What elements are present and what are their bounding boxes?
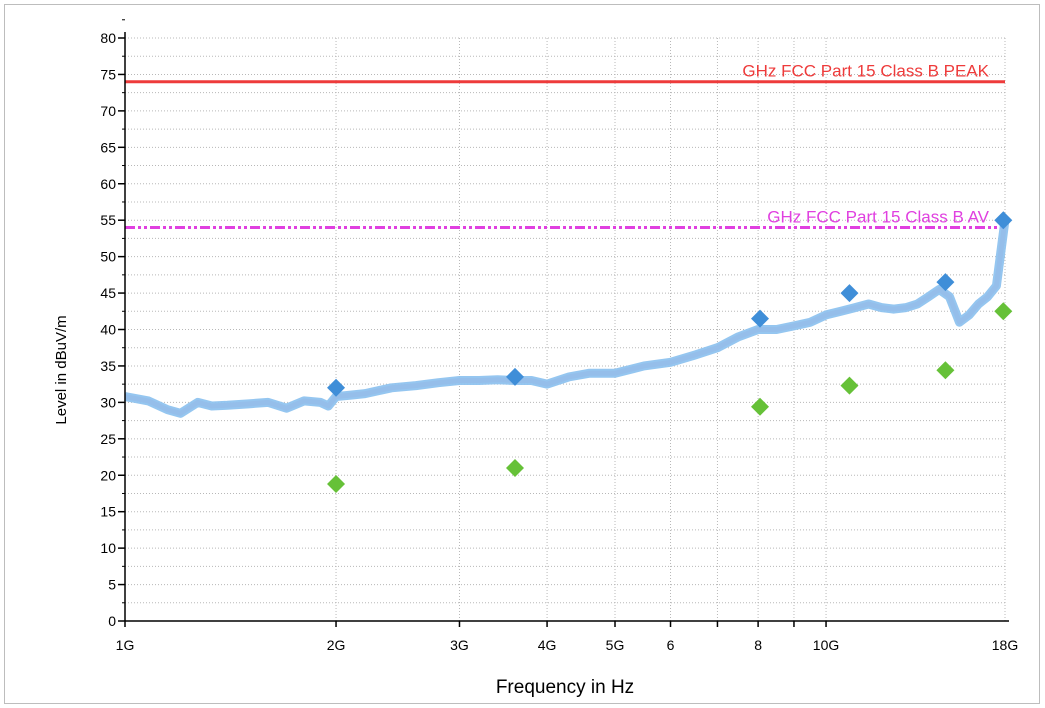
peak-marker (751, 309, 770, 328)
average-marker (936, 361, 955, 380)
x-tick-label: 4G (538, 637, 557, 653)
average-marker (751, 397, 770, 416)
y-tick-label: 65 (100, 139, 116, 155)
x-tick-label: 1G (116, 637, 135, 653)
limit-line-label: GHz FCC Part 15 Class B PEAK (742, 62, 989, 81)
limit-lines: GHz FCC Part 15 Class B PEAK GHz FCC Part… (125, 62, 1005, 229)
average-marker (994, 302, 1013, 321)
y-tick-label: 55 (100, 212, 116, 228)
limit-line-label: GHz FCC Part 15 Class B AV (767, 207, 989, 226)
y-tick-label: 80 (100, 30, 116, 46)
peak-marker (994, 211, 1013, 230)
y-tick-label: 40 (100, 322, 116, 338)
y-tick-label: 15 (100, 504, 116, 520)
y-tick-label: 25 (100, 431, 116, 447)
x-tick-label: 8 (754, 637, 762, 653)
axes: 0 5 10 15 20 25 30 35 40 45 50 55 60 65 70 75 80 1G 2G 3G 4G… (100, 19, 1018, 653)
average-marker (327, 474, 346, 493)
y-tick-label: 50 (100, 249, 116, 265)
x-tick-label: 2G (327, 637, 346, 653)
trace-line (124, 219, 1010, 418)
y-tick-label: 45 (100, 285, 116, 301)
x-tick-label: 18G (992, 637, 1018, 653)
peak-marker (840, 284, 859, 303)
y-tick-label: 70 (100, 103, 116, 119)
y-tick-label: 0 (108, 613, 116, 629)
peak-marker (936, 273, 955, 292)
trace (124, 219, 1010, 418)
x-tick-label: 3G (450, 637, 469, 653)
y-tick-label: 10 (100, 540, 116, 556)
y-axis-title: Level in dBuV/m (53, 315, 70, 424)
x-tick-label: 10G (813, 637, 839, 653)
y-tick-label: 75 (100, 66, 116, 82)
y-tick-label: 60 (100, 176, 116, 192)
chart-frame (4, 4, 1040, 704)
markers (327, 211, 1013, 493)
average-marker (840, 376, 859, 395)
x-tick-label: 5G (606, 637, 625, 653)
x-axis-title: Frequency in Hz (496, 677, 634, 698)
y-tick-label: 5 (108, 577, 116, 593)
x-tick-label: 6 (667, 637, 675, 653)
grid (124, 37, 1006, 622)
y-tick-label: 35 (100, 358, 116, 374)
peak-marker (327, 378, 346, 397)
y-tick-label: 20 (100, 467, 116, 483)
average-marker (505, 458, 524, 477)
y-tick-label: 30 (100, 394, 116, 410)
peak-marker (505, 367, 524, 386)
